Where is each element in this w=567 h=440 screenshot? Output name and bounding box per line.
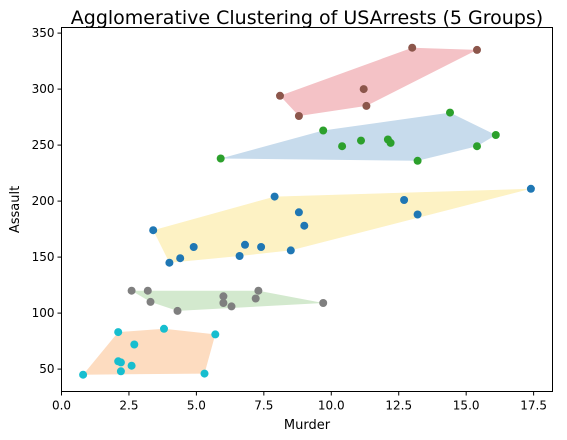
data-point-cluster4-5	[219, 292, 228, 301]
data-point-cluster2-9	[473, 142, 481, 151]
data-point-cluster5-4	[116, 358, 125, 367]
x-axis-ticks: 0.0 2.5 5.0 7.5 10.0 12.5 15.0 17.5	[52, 391, 547, 413]
data-point-cluster2-1	[216, 154, 225, 163]
data-point-cluster3-8	[270, 192, 279, 201]
cluster-hull-3	[153, 188, 531, 263]
plot-frame	[61, 27, 553, 392]
data-point-cluster2-6	[386, 138, 395, 147]
data-point-cluster2-10	[491, 131, 500, 139]
data-point-cluster4-1	[127, 286, 136, 295]
y-axis-label: Assault	[8, 186, 23, 233]
data-point-cluster4-8	[251, 294, 260, 303]
data-point-cluster4-6	[219, 299, 228, 307]
data-point-cluster4-10	[319, 299, 328, 307]
data-point-cluster5-8	[160, 324, 168, 333]
x-tick-label: 17.5	[520, 399, 547, 413]
data-point-cluster5-9	[200, 369, 209, 378]
data-point-cluster1-6	[473, 45, 481, 54]
x-tick-label: 5.0	[187, 399, 206, 413]
cluster-hull-2	[220, 112, 496, 161]
data-point-cluster3-10	[294, 208, 303, 217]
x-tick-label: 7.5	[254, 399, 273, 413]
data-point-cluster3-2	[165, 258, 174, 267]
x-tick-label: 15.0	[453, 399, 480, 413]
cluster-hull-1	[280, 47, 477, 117]
data-point-cluster4-4	[173, 306, 182, 315]
data-point-cluster4-7	[227, 302, 236, 311]
data-point-cluster2-7	[413, 156, 422, 165]
data-point-cluster3-12	[400, 196, 409, 204]
data-point-cluster3-1	[149, 226, 158, 235]
data-point-cluster2-4	[357, 136, 365, 145]
y-tick-label: 350	[32, 26, 55, 40]
data-point-cluster3-13	[413, 210, 422, 219]
data-point-cluster5-7	[130, 340, 139, 349]
chart-title: Agglomerative Clustering of USArrests (5…	[71, 7, 543, 29]
data-point-cluster4-9	[254, 286, 263, 295]
data-point-cluster3-11	[300, 221, 309, 230]
data-point-cluster5-1	[79, 370, 88, 379]
x-tick-label: 12.5	[385, 399, 412, 413]
y-tick-label: 250	[32, 138, 55, 152]
data-point-cluster5-5	[116, 367, 125, 376]
data-point-cluster3-7	[257, 243, 266, 251]
data-point-cluster2-8	[446, 108, 454, 117]
data-points	[79, 43, 535, 379]
y-axis-ticks: 50 100 150 200 250 300 350	[32, 26, 62, 376]
y-tick-label: 300	[32, 82, 55, 96]
data-point-cluster5-2	[114, 328, 123, 337]
y-tick-label: 50	[39, 362, 54, 376]
cluster-hulls	[83, 47, 531, 375]
y-tick-label: 100	[32, 306, 55, 320]
data-point-cluster2-3	[338, 142, 347, 151]
data-point-cluster3-4	[189, 243, 198, 251]
data-point-cluster1-5	[408, 43, 417, 52]
data-point-cluster5-6	[127, 361, 136, 370]
x-tick-label: 2.5	[119, 399, 138, 413]
data-point-cluster3-5	[235, 252, 244, 260]
x-axis-label: Murder	[284, 418, 331, 433]
data-point-cluster3-9	[286, 246, 295, 255]
cluster-hull-4	[131, 290, 324, 311]
data-point-cluster1-1	[276, 91, 284, 100]
y-tick-label: 150	[32, 250, 55, 264]
data-point-cluster1-3	[359, 85, 368, 94]
cluster-hull-5	[83, 328, 216, 375]
data-point-cluster3-3	[176, 254, 185, 263]
x-tick-label: 0.0	[52, 399, 71, 413]
y-tick-label: 200	[32, 194, 55, 208]
data-point-cluster3-14	[526, 184, 535, 193]
data-point-cluster5-10	[211, 330, 220, 339]
data-point-cluster1-2	[294, 112, 303, 120]
x-tick-label: 10.0	[318, 399, 345, 413]
data-point-cluster2-2	[319, 126, 328, 135]
data-point-cluster1-4	[362, 101, 371, 110]
data-point-cluster4-3	[146, 297, 155, 306]
data-point-cluster4-2	[143, 286, 152, 295]
data-point-cluster3-6	[241, 240, 249, 249]
